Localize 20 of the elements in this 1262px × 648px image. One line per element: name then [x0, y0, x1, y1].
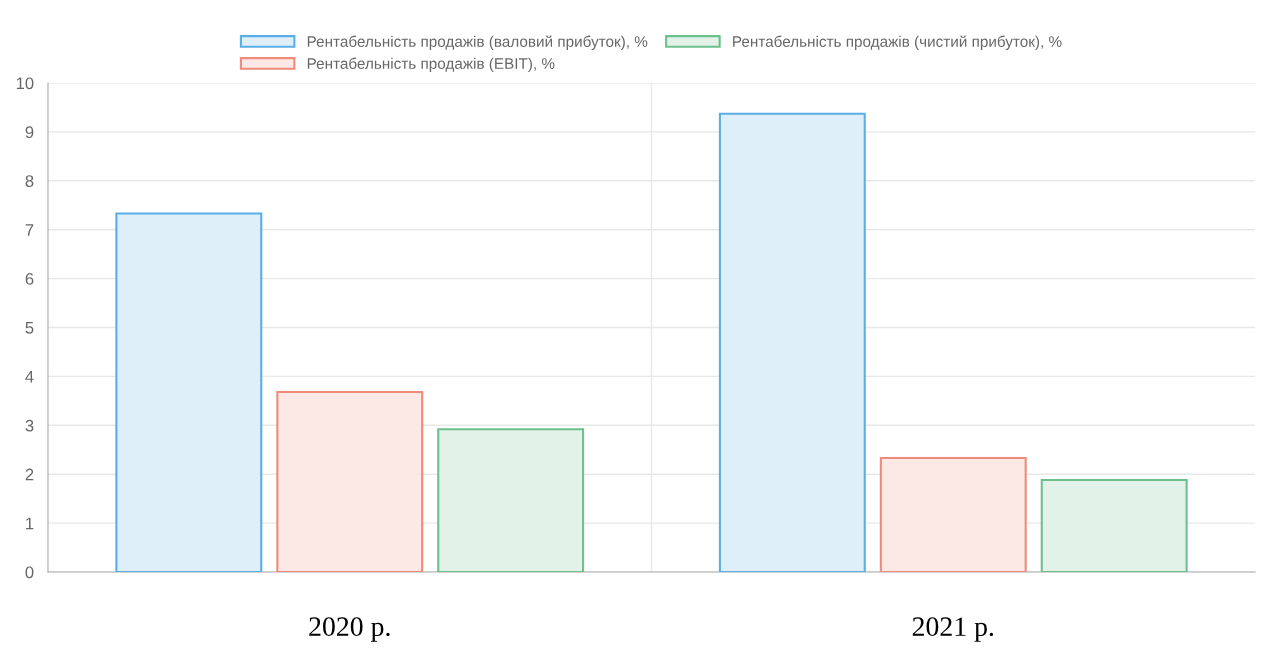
y-tick-label: 1: [26, 517, 34, 530]
y-tick-label: 2: [25, 468, 34, 481]
y-tick-label: 10: [16, 77, 34, 90]
legend-label: Рентабельність продажів (EBIT), %: [307, 57, 555, 72]
y-tick-label: 9: [25, 126, 34, 139]
bar: [718, 112, 866, 572]
x-tick-label: 2021 р.: [912, 617, 994, 642]
y-tick-label: 3: [25, 419, 34, 432]
y-tick-label: 8: [25, 175, 34, 187]
legend-label: Рентабельність продажів (чистий прибуток), %: [733, 35, 1062, 50]
bar: [115, 212, 263, 572]
y-tick-label: 5: [25, 322, 34, 334]
y-tick-label: 4: [25, 370, 34, 383]
y-tick-label: 6: [25, 273, 34, 285]
x-tick-label: 2020 р.: [309, 617, 390, 642]
y-tick-label: 7: [25, 224, 34, 236]
y-tick-label: 0: [25, 566, 34, 579]
legend-label: Рентабельність продажів (валовий прибуток), %: [307, 35, 648, 50]
bar: [276, 391, 424, 572]
bar: [879, 457, 1027, 572]
